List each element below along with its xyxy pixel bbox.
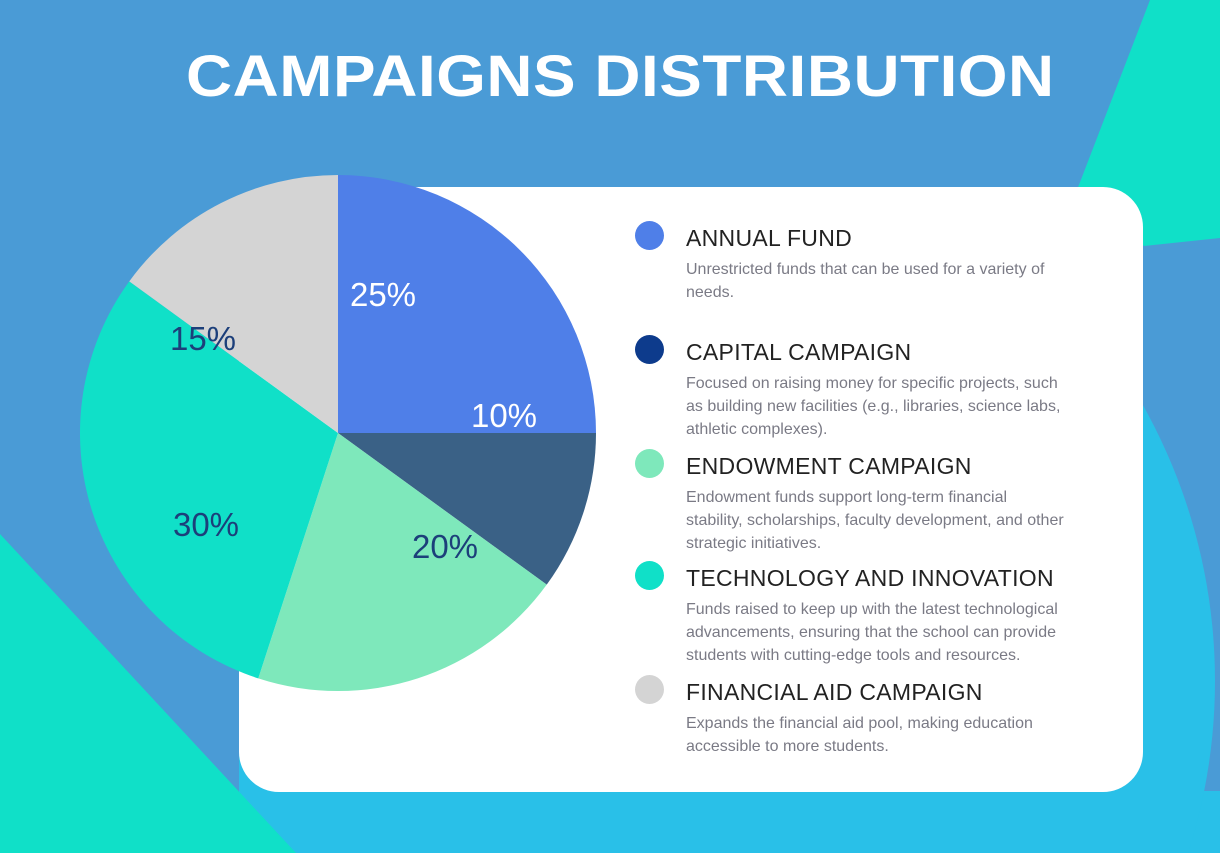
svg-text:15%: 15% bbox=[170, 320, 236, 357]
svg-text:30%: 30% bbox=[173, 506, 239, 543]
svg-text:25%: 25% bbox=[350, 276, 416, 313]
svg-text:10%: 10% bbox=[471, 397, 537, 434]
svg-text:20%: 20% bbox=[412, 528, 478, 565]
